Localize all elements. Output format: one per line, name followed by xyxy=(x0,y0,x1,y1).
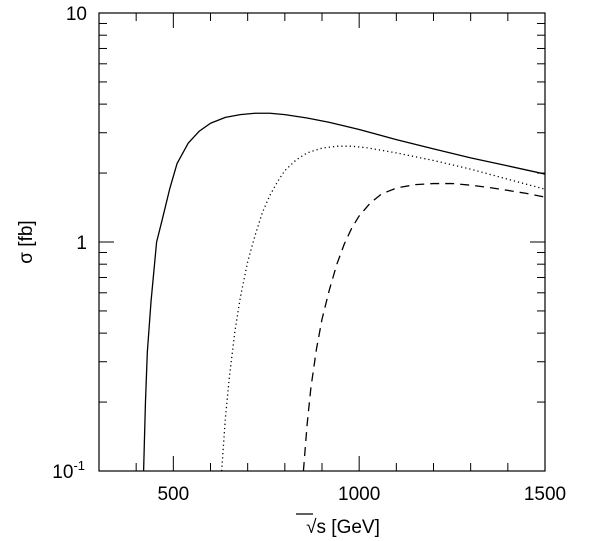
plot-frame xyxy=(98,12,546,472)
x-tick-label: 500 xyxy=(157,484,189,505)
y-tick-label: 1 xyxy=(76,233,87,254)
series-line-dotted xyxy=(221,145,546,472)
y-axis-title: σ [fb] xyxy=(16,220,37,263)
series-line-dashed xyxy=(302,182,546,472)
y-tick-label: 10 xyxy=(66,4,87,25)
x-axis-label: s [GeV] xyxy=(317,517,380,538)
y-tick-label: 10-1 xyxy=(52,458,85,483)
series-line-solid xyxy=(142,112,546,472)
series-layer xyxy=(142,112,546,472)
x-axis-radical: √ xyxy=(306,517,317,538)
major-ticks xyxy=(99,12,546,472)
minor-ticks xyxy=(98,13,545,471)
x-tick-label: 1500 xyxy=(524,484,566,505)
tick-labels: 500 1000 1500 10-1 1 10 xyxy=(52,4,566,505)
x-tick-label: 1000 xyxy=(338,484,380,505)
x-axis-title: √s [GeV] xyxy=(306,517,380,538)
